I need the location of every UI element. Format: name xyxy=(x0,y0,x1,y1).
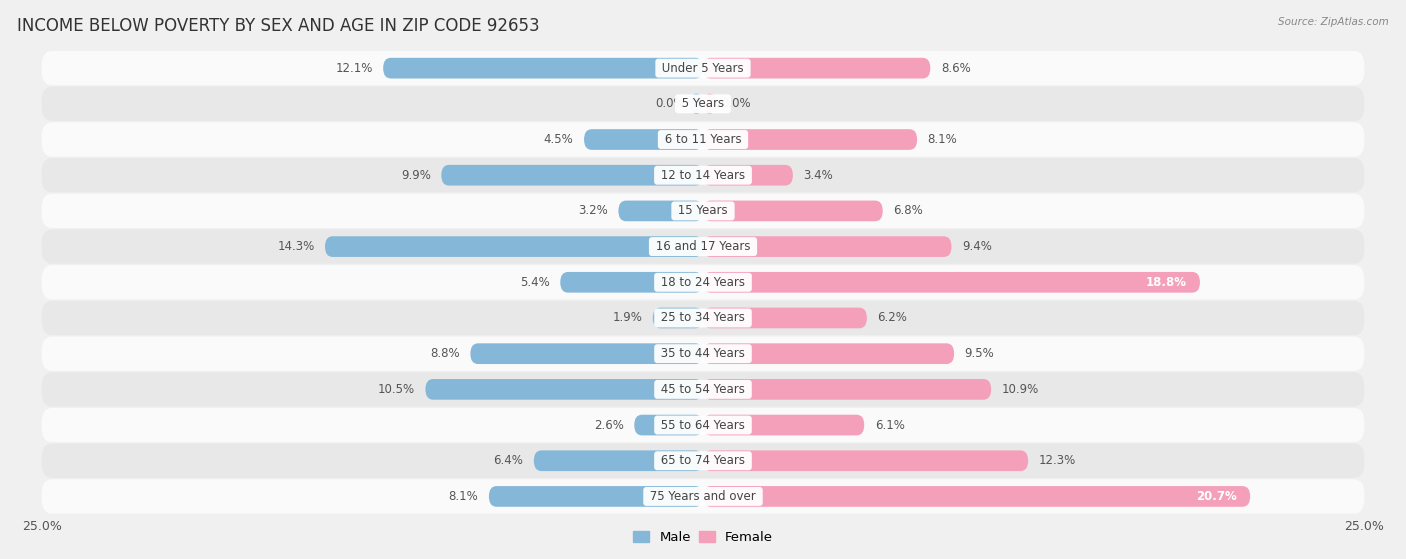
FancyBboxPatch shape xyxy=(42,301,1364,335)
Text: 18.8%: 18.8% xyxy=(1146,276,1187,289)
Text: 3.2%: 3.2% xyxy=(578,205,607,217)
Text: 8.8%: 8.8% xyxy=(430,347,460,360)
FancyBboxPatch shape xyxy=(471,343,703,364)
FancyBboxPatch shape xyxy=(703,343,955,364)
FancyBboxPatch shape xyxy=(583,129,703,150)
FancyBboxPatch shape xyxy=(703,201,883,221)
FancyBboxPatch shape xyxy=(441,165,703,186)
Text: 8.6%: 8.6% xyxy=(941,61,970,75)
FancyBboxPatch shape xyxy=(703,415,865,435)
FancyBboxPatch shape xyxy=(325,236,703,257)
Text: 15 Years: 15 Years xyxy=(675,205,731,217)
FancyBboxPatch shape xyxy=(652,307,703,328)
Text: 0.0%: 0.0% xyxy=(655,97,685,110)
Text: 55 to 64 Years: 55 to 64 Years xyxy=(657,419,749,432)
Text: 35 to 44 Years: 35 to 44 Years xyxy=(657,347,749,360)
Text: 6.8%: 6.8% xyxy=(893,205,924,217)
FancyBboxPatch shape xyxy=(534,451,703,471)
FancyBboxPatch shape xyxy=(703,272,1199,293)
FancyBboxPatch shape xyxy=(703,58,931,78)
Text: 9.4%: 9.4% xyxy=(962,240,991,253)
FancyBboxPatch shape xyxy=(42,158,1364,192)
Text: 10.5%: 10.5% xyxy=(378,383,415,396)
Text: 0.0%: 0.0% xyxy=(721,97,751,110)
Text: 8.1%: 8.1% xyxy=(449,490,478,503)
Text: 18 to 24 Years: 18 to 24 Years xyxy=(657,276,749,289)
FancyBboxPatch shape xyxy=(42,122,1364,157)
FancyBboxPatch shape xyxy=(42,265,1364,300)
FancyBboxPatch shape xyxy=(703,165,793,186)
FancyBboxPatch shape xyxy=(703,451,1028,471)
Text: 75 Years and over: 75 Years and over xyxy=(647,490,759,503)
Text: 25 to 34 Years: 25 to 34 Years xyxy=(657,311,749,324)
Text: 3.4%: 3.4% xyxy=(803,169,834,182)
Text: 2.6%: 2.6% xyxy=(593,419,624,432)
Text: 12.1%: 12.1% xyxy=(335,61,373,75)
FancyBboxPatch shape xyxy=(703,486,1250,507)
FancyBboxPatch shape xyxy=(703,93,716,114)
FancyBboxPatch shape xyxy=(42,51,1364,86)
FancyBboxPatch shape xyxy=(42,444,1364,478)
Text: 6 to 11 Years: 6 to 11 Years xyxy=(661,133,745,146)
Text: 1.9%: 1.9% xyxy=(613,311,643,324)
FancyBboxPatch shape xyxy=(703,379,991,400)
FancyBboxPatch shape xyxy=(42,337,1364,371)
FancyBboxPatch shape xyxy=(426,379,703,400)
Text: 8.1%: 8.1% xyxy=(928,133,957,146)
Text: 6.1%: 6.1% xyxy=(875,419,904,432)
Text: 5.4%: 5.4% xyxy=(520,276,550,289)
FancyBboxPatch shape xyxy=(703,307,868,328)
Text: 20.7%: 20.7% xyxy=(1197,490,1237,503)
FancyBboxPatch shape xyxy=(42,230,1364,264)
Text: 12 to 14 Years: 12 to 14 Years xyxy=(657,169,749,182)
Text: Under 5 Years: Under 5 Years xyxy=(658,61,748,75)
FancyBboxPatch shape xyxy=(703,236,952,257)
Text: 10.9%: 10.9% xyxy=(1001,383,1039,396)
FancyBboxPatch shape xyxy=(703,129,917,150)
Text: 9.9%: 9.9% xyxy=(401,169,430,182)
FancyBboxPatch shape xyxy=(42,408,1364,442)
Text: 6.2%: 6.2% xyxy=(877,311,907,324)
Text: Source: ZipAtlas.com: Source: ZipAtlas.com xyxy=(1278,17,1389,27)
Text: 12.3%: 12.3% xyxy=(1039,454,1076,467)
FancyBboxPatch shape xyxy=(619,201,703,221)
Text: 45 to 54 Years: 45 to 54 Years xyxy=(657,383,749,396)
Legend: Male, Female: Male, Female xyxy=(627,526,779,549)
FancyBboxPatch shape xyxy=(42,87,1364,121)
Text: 16 and 17 Years: 16 and 17 Years xyxy=(652,240,754,253)
FancyBboxPatch shape xyxy=(634,415,703,435)
FancyBboxPatch shape xyxy=(489,486,703,507)
Text: 4.5%: 4.5% xyxy=(544,133,574,146)
FancyBboxPatch shape xyxy=(42,479,1364,514)
Text: 5 Years: 5 Years xyxy=(678,97,728,110)
Text: 9.5%: 9.5% xyxy=(965,347,994,360)
Text: 65 to 74 Years: 65 to 74 Years xyxy=(657,454,749,467)
Text: 6.4%: 6.4% xyxy=(494,454,523,467)
FancyBboxPatch shape xyxy=(42,194,1364,228)
Text: INCOME BELOW POVERTY BY SEX AND AGE IN ZIP CODE 92653: INCOME BELOW POVERTY BY SEX AND AGE IN Z… xyxy=(17,17,540,35)
Text: 14.3%: 14.3% xyxy=(277,240,315,253)
FancyBboxPatch shape xyxy=(690,93,703,114)
FancyBboxPatch shape xyxy=(384,58,703,78)
FancyBboxPatch shape xyxy=(42,372,1364,406)
FancyBboxPatch shape xyxy=(560,272,703,293)
